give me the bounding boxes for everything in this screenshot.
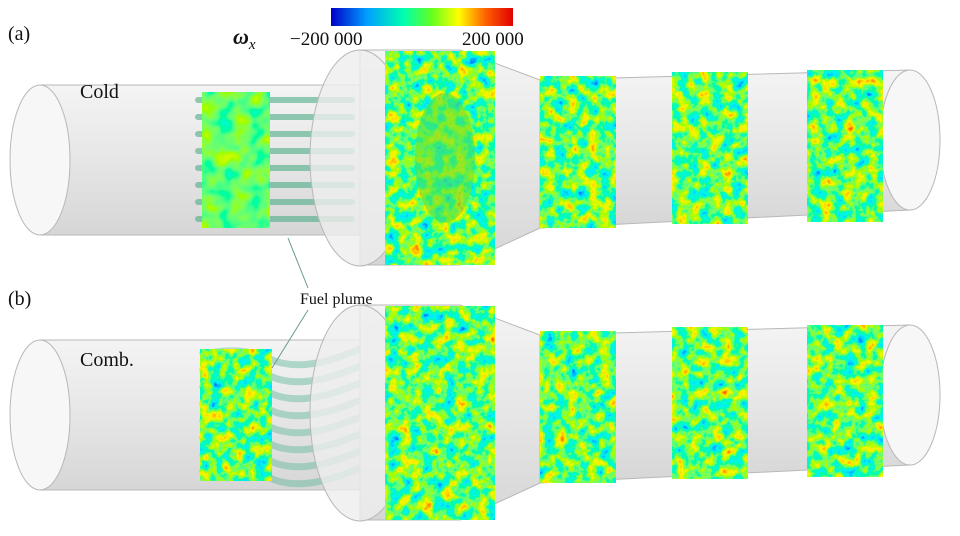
annotation: Fuel plume xyxy=(300,291,372,308)
slice xyxy=(806,69,884,223)
slice xyxy=(199,348,273,482)
slice xyxy=(539,75,617,229)
colorbar-min: −200 000 xyxy=(290,29,362,50)
colorbar-max: 200 000 xyxy=(462,29,524,50)
core xyxy=(415,93,475,223)
leader-line xyxy=(271,309,309,369)
slice xyxy=(384,305,496,521)
panel-label: (b) xyxy=(8,288,31,310)
pipe-end xyxy=(879,324,941,466)
colorbar-symbol: ωx xyxy=(233,24,256,53)
pipe-end xyxy=(879,69,941,211)
slice xyxy=(201,91,271,229)
colorbar xyxy=(331,8,513,26)
case-label: Cold xyxy=(80,81,119,103)
slice xyxy=(806,324,884,478)
slice xyxy=(539,330,617,484)
drawing xyxy=(9,49,941,522)
slice xyxy=(671,326,749,480)
pipe-end xyxy=(9,339,71,491)
leader-line xyxy=(287,237,309,289)
slice xyxy=(671,71,749,225)
panel-label: (a) xyxy=(8,23,30,45)
case-label: Comb. xyxy=(80,349,134,371)
pipe-end xyxy=(9,84,71,236)
